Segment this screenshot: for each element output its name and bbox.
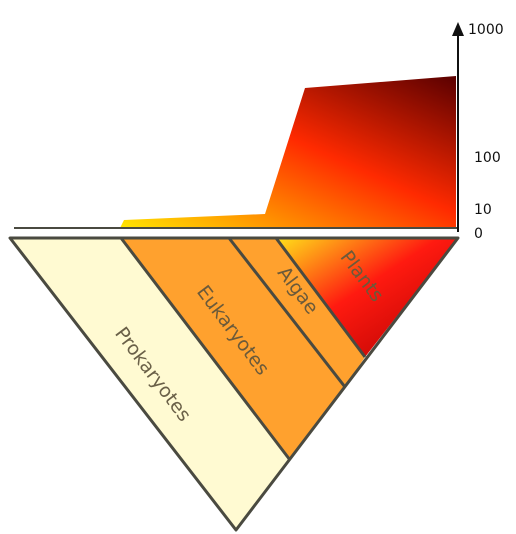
tick-label-10: 10 xyxy=(474,202,492,218)
band-algae xyxy=(229,238,365,387)
divider-algae-plants xyxy=(274,237,367,358)
divider-prokaryotes-eukaryotes xyxy=(119,237,292,461)
axis-arrowhead xyxy=(452,22,464,36)
band-prokaryotes xyxy=(10,238,290,530)
divider-eukaryotes-algae xyxy=(227,237,347,388)
triangle-outline xyxy=(8,236,460,532)
tick-label-1000: 1000 xyxy=(468,22,504,38)
band-eukaryotes xyxy=(121,238,345,460)
band-plants xyxy=(276,238,458,357)
tick-label-0: 0 xyxy=(474,226,483,242)
organism-triangle: Prokaryotes Eukaryotes Algae Plants xyxy=(8,236,460,532)
tick-label-100: 100 xyxy=(474,150,501,166)
profile-shape xyxy=(120,76,456,228)
y-axis: 1000 100 10 0 xyxy=(452,22,504,242)
genome-size-profile xyxy=(14,76,458,229)
